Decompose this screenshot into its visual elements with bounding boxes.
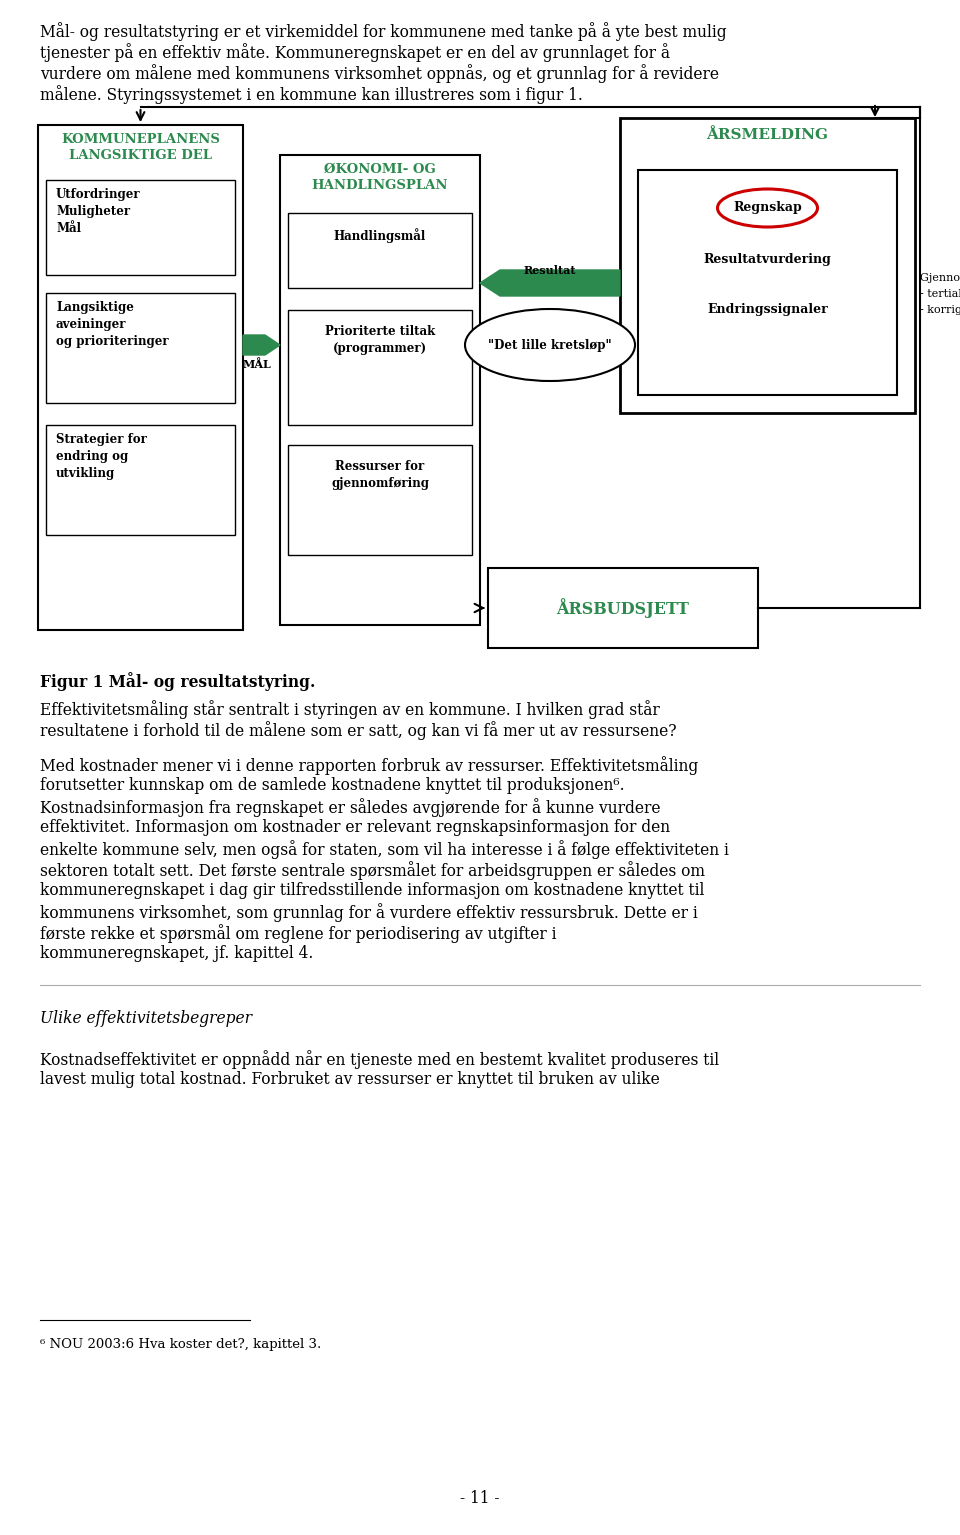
FancyBboxPatch shape: [38, 124, 243, 629]
FancyBboxPatch shape: [288, 445, 472, 556]
Text: kommuneregnskapet i dag gir tilfredsstillende informasjon om kostnadene knyttet : kommuneregnskapet i dag gir tilfredsstil…: [40, 883, 705, 900]
Text: Med kostnader mener vi i denne rapporten forbruk av ressurser. Effektivitetsmåli: Med kostnader mener vi i denne rapporten…: [40, 757, 698, 775]
Text: Mål- og resultatstyring er et virkemiddel for kommunene med tanke på å yte best : Mål- og resultatstyring er et virkemidde…: [40, 21, 727, 41]
Text: Figur 1 Mål- og resultatstyring.: Figur 1 Mål- og resultatstyring.: [40, 672, 316, 691]
FancyBboxPatch shape: [620, 118, 915, 413]
Text: kommuneregnskapet, jf. kapittel 4.: kommuneregnskapet, jf. kapittel 4.: [40, 946, 313, 962]
Text: sektoren totalt sett. Det første sentrale spørsmålet for arbeidsgruppen er såled: sektoren totalt sett. Det første sentral…: [40, 861, 705, 880]
Text: Prioriterte tiltak
(programmer): Prioriterte tiltak (programmer): [324, 325, 435, 355]
FancyBboxPatch shape: [288, 310, 472, 425]
FancyArrow shape: [480, 270, 620, 296]
FancyArrow shape: [243, 335, 280, 355]
Text: Langsiktige
aveininger
og prioriteringer: Langsiktige aveininger og prioriteringer: [56, 301, 169, 348]
Text: MÅL: MÅL: [242, 359, 271, 370]
Text: Kostnadsinformasjon fra regnskapet er således avgjørende for å kunne vurdere: Kostnadsinformasjon fra regnskapet er så…: [40, 798, 660, 817]
FancyBboxPatch shape: [46, 293, 235, 404]
Text: Ulike effektivitetsbegreper: Ulike effektivitetsbegreper: [40, 1010, 252, 1027]
Text: første rekke et spørsmål om reglene for periodisering av utgifter i: første rekke et spørsmål om reglene for …: [40, 924, 557, 942]
Text: resultatene i forhold til de målene som er satt, og kan vi få mer ut av ressurse: resultatene i forhold til de målene som …: [40, 721, 677, 740]
Text: - tertialrapport: - tertialrapport: [920, 289, 960, 299]
Text: "Det lille kretsløp": "Det lille kretsløp": [489, 339, 612, 352]
Text: Effektivitetsmåling står sentralt i styringen av en kommune. I hvilken grad står: Effektivitetsmåling står sentralt i styr…: [40, 700, 660, 718]
Text: Endringssignaler: Endringssignaler: [708, 304, 828, 316]
Text: målene. Styringssystemet i en kommune kan illustreres som i figur 1.: målene. Styringssystemet i en kommune ka…: [40, 84, 583, 104]
Text: - 11 -: - 11 -: [460, 1490, 500, 1507]
Text: vurdere om målene med kommunens virksomhet oppnås, og et grunnlag for å revidere: vurdere om målene med kommunens virksomh…: [40, 64, 719, 83]
Text: Kostnadseffektivitet er oppnådd når en tjeneste med en bestemt kvalitet produser: Kostnadseffektivitet er oppnådd når en t…: [40, 1050, 719, 1068]
Text: Ressurser for
gjennomføring: Ressurser for gjennomføring: [331, 460, 429, 490]
Text: effektivitet. Informasjon om kostnader er relevant regnskapsinformasjon for den: effektivitet. Informasjon om kostnader e…: [40, 820, 670, 837]
FancyBboxPatch shape: [46, 180, 235, 275]
Text: Handlingsmål: Handlingsmål: [334, 229, 426, 243]
Text: Strategier for
endring og
utvikling: Strategier for endring og utvikling: [56, 433, 147, 480]
Text: Gjennomføring og oppfølging: Gjennomføring og oppfølging: [920, 273, 960, 282]
Text: forutsetter kunnskap om de samlede kostnadene knyttet til produksjonen⁶.: forutsetter kunnskap om de samlede kostn…: [40, 777, 625, 794]
Text: Resultat: Resultat: [524, 266, 576, 276]
Text: ⁶ NOU 2003:6 Hva koster det?, kapittel 3.: ⁶ NOU 2003:6 Hva koster det?, kapittel 3…: [40, 1339, 322, 1351]
Text: Utfordringer
Muligheter
Mål: Utfordringer Muligheter Mål: [56, 187, 140, 235]
Text: ÅRSMELDING: ÅRSMELDING: [707, 127, 828, 143]
Text: Resultatvurdering: Resultatvurdering: [704, 253, 831, 267]
FancyBboxPatch shape: [638, 170, 897, 394]
FancyBboxPatch shape: [280, 155, 480, 625]
Text: enkelte kommune selv, men også for staten, som vil ha interesse i å følge effekt: enkelte kommune selv, men også for state…: [40, 840, 729, 860]
FancyBboxPatch shape: [488, 568, 758, 648]
Text: Regnskap: Regnskap: [733, 201, 802, 215]
FancyBboxPatch shape: [288, 213, 472, 289]
Ellipse shape: [465, 309, 635, 381]
Text: KOMMUNEPLANENS
LANGSIKTIGE DEL: KOMMUNEPLANENS LANGSIKTIGE DEL: [61, 134, 220, 163]
Text: ÅRSBUDSJETT: ÅRSBUDSJETT: [557, 599, 689, 619]
FancyBboxPatch shape: [46, 425, 235, 536]
Text: lavest mulig total kostnad. Forbruket av ressurser er knyttet til bruken av ulik: lavest mulig total kostnad. Forbruket av…: [40, 1071, 660, 1088]
Text: tjenester på en effektiv måte. Kommuneregnskapet er en del av grunnlaget for å: tjenester på en effektiv måte. Kommunere…: [40, 43, 670, 61]
Text: kommunens virksomhet, som grunnlag for å vurdere effektiv ressursbruk. Dette er : kommunens virksomhet, som grunnlag for å…: [40, 903, 698, 923]
Text: - korrigerende tiltak: - korrigerende tiltak: [920, 305, 960, 315]
Text: ØKONOMI- OG
HANDLINGSPLAN: ØKONOMI- OG HANDLINGSPLAN: [312, 163, 448, 192]
